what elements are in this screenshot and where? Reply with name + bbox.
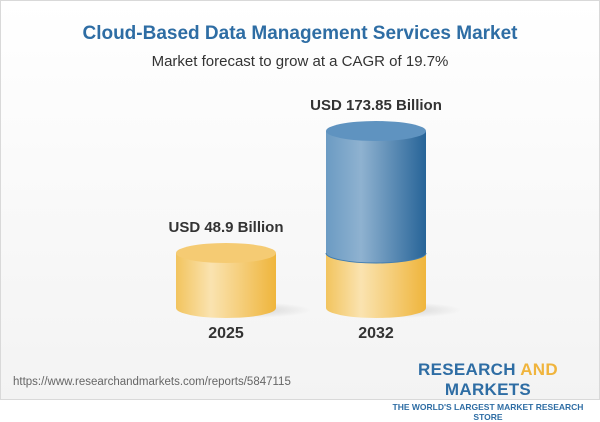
data-label: USD 48.9 Billion (168, 219, 283, 236)
bar-2025-top (176, 243, 276, 263)
data-label: USD 173.85 Billion (310, 97, 442, 114)
research-and-markets-logo: RESEARCH AND MARKETS THE WORLD'S LARGEST… (392, 360, 584, 422)
bar-2025-body (176, 253, 276, 318)
chart-subtitle: Market forecast to grow at a CAGR of 19.… (151, 53, 449, 70)
bar-base-2032-body (326, 253, 426, 318)
cylinder-chart: USD 48.9 Billion 2025 USD 173.85 Billion 20… (168, 97, 461, 342)
category-label: 2032 (358, 325, 394, 342)
bar-growth-2032-body (326, 131, 426, 263)
chart-title: Cloud-Based Data Management Services Mar… (82, 23, 518, 44)
segment-edge (325, 252, 427, 264)
category-label: 2025 (208, 325, 244, 342)
source-url[interactable]: https://www.researchandmarkets.com/repor… (13, 376, 291, 388)
bar-growth-2032-top (326, 121, 426, 141)
